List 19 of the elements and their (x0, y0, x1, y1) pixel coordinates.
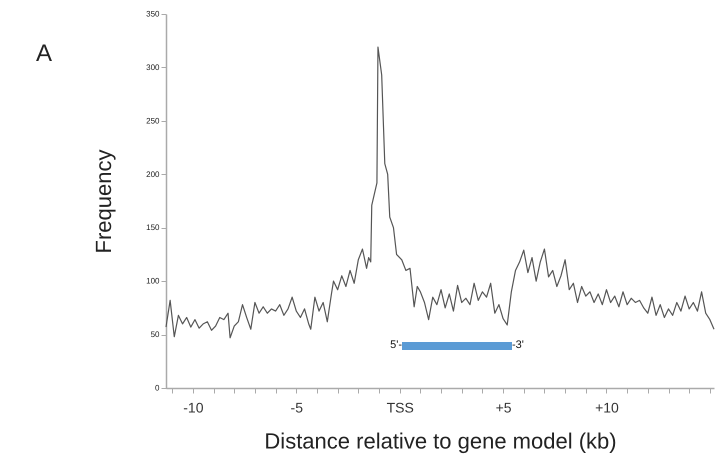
x-tick-label: TSS (386, 400, 414, 416)
y-tick-label: 150 (146, 223, 160, 232)
y-tick-label: 250 (146, 116, 160, 126)
y-axis-title: Frequency (91, 150, 116, 254)
y-tick-label: 200 (146, 170, 160, 179)
y-tick-label: 350 (146, 10, 160, 18)
x-axis-title: Distance relative to gene model (kb) (264, 428, 617, 454)
x-tick-label: -10 (183, 400, 204, 416)
y-tick-label: 0 (155, 384, 160, 392)
x-tick-label: +5 (496, 400, 512, 416)
y-tick-label: 50 (150, 330, 160, 340)
text: A (36, 40, 52, 68)
annotation: -3' (512, 339, 524, 351)
y-tick-label: 100 (146, 276, 160, 286)
line-series (165, 46, 715, 338)
y-tick-label: 300 (146, 62, 160, 72)
annotation: 5'- (390, 339, 402, 351)
x-tick-label: -5 (290, 400, 304, 416)
x-tick-label: +10 (595, 400, 620, 416)
